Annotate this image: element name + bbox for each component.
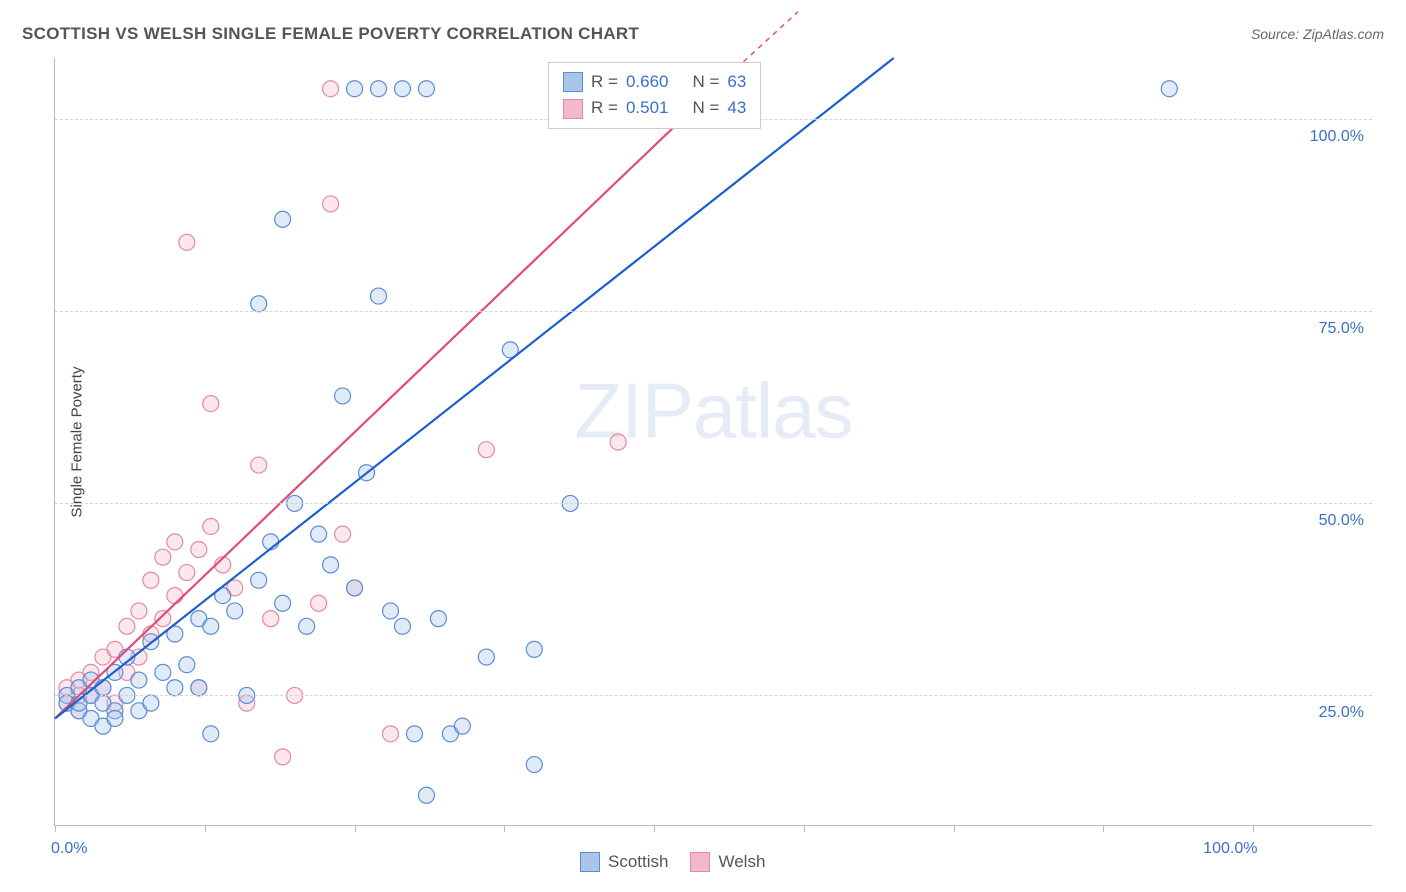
legend-label-welsh: Welsh	[718, 852, 765, 872]
r-label: R =	[591, 69, 618, 95]
gridline	[55, 311, 1372, 312]
r-value-welsh: 0.501	[626, 95, 669, 121]
legend-item-scottish: Scottish	[580, 852, 668, 872]
x-tick	[1253, 825, 1254, 832]
r-label: R =	[591, 95, 618, 121]
chart-title: SCOTTISH VS WELSH SINGLE FEMALE POVERTY …	[22, 24, 639, 44]
swatch-welsh	[690, 852, 710, 872]
n-label: N =	[692, 69, 719, 95]
legend-row-welsh: R = 0.501 N = 43	[563, 95, 746, 121]
source-attribution: Source: ZipAtlas.com	[1251, 26, 1384, 42]
gridline	[55, 503, 1372, 504]
swatch-welsh	[563, 99, 583, 119]
y-tick-label: 50.0%	[1319, 512, 1364, 530]
legend-row-scottish: R = 0.660 N = 63	[563, 69, 746, 95]
x-tick	[205, 825, 206, 832]
legend-label-scottish: Scottish	[608, 852, 668, 872]
scatter-svg	[55, 58, 1372, 825]
legend-item-welsh: Welsh	[690, 852, 765, 872]
n-value-scottish: 63	[727, 69, 746, 95]
y-tick-label: 75.0%	[1319, 320, 1364, 338]
correlation-legend: R = 0.660 N = 63 R = 0.501 N = 43	[548, 62, 761, 129]
series-legend: Scottish Welsh	[580, 852, 765, 872]
x-tick	[504, 825, 505, 832]
n-value-welsh: 43	[727, 95, 746, 121]
r-value-scottish: 0.660	[626, 69, 669, 95]
x-tick	[355, 825, 356, 832]
x-tick-label: 0.0%	[51, 840, 87, 858]
x-tick	[55, 825, 56, 832]
swatch-scottish	[580, 852, 600, 872]
y-tick-label: 100.0%	[1310, 128, 1364, 146]
y-tick-label: 25.0%	[1319, 704, 1364, 722]
x-tick	[1103, 825, 1104, 832]
n-label: N =	[692, 95, 719, 121]
gridline	[55, 695, 1372, 696]
x-tick-label: 100.0%	[1203, 840, 1257, 858]
x-tick	[654, 825, 655, 832]
plot-area: Single Female Poverty ZIPatlas 25.0%50.0…	[54, 58, 1372, 826]
x-tick	[954, 825, 955, 832]
x-tick	[804, 825, 805, 832]
swatch-scottish	[563, 72, 583, 92]
